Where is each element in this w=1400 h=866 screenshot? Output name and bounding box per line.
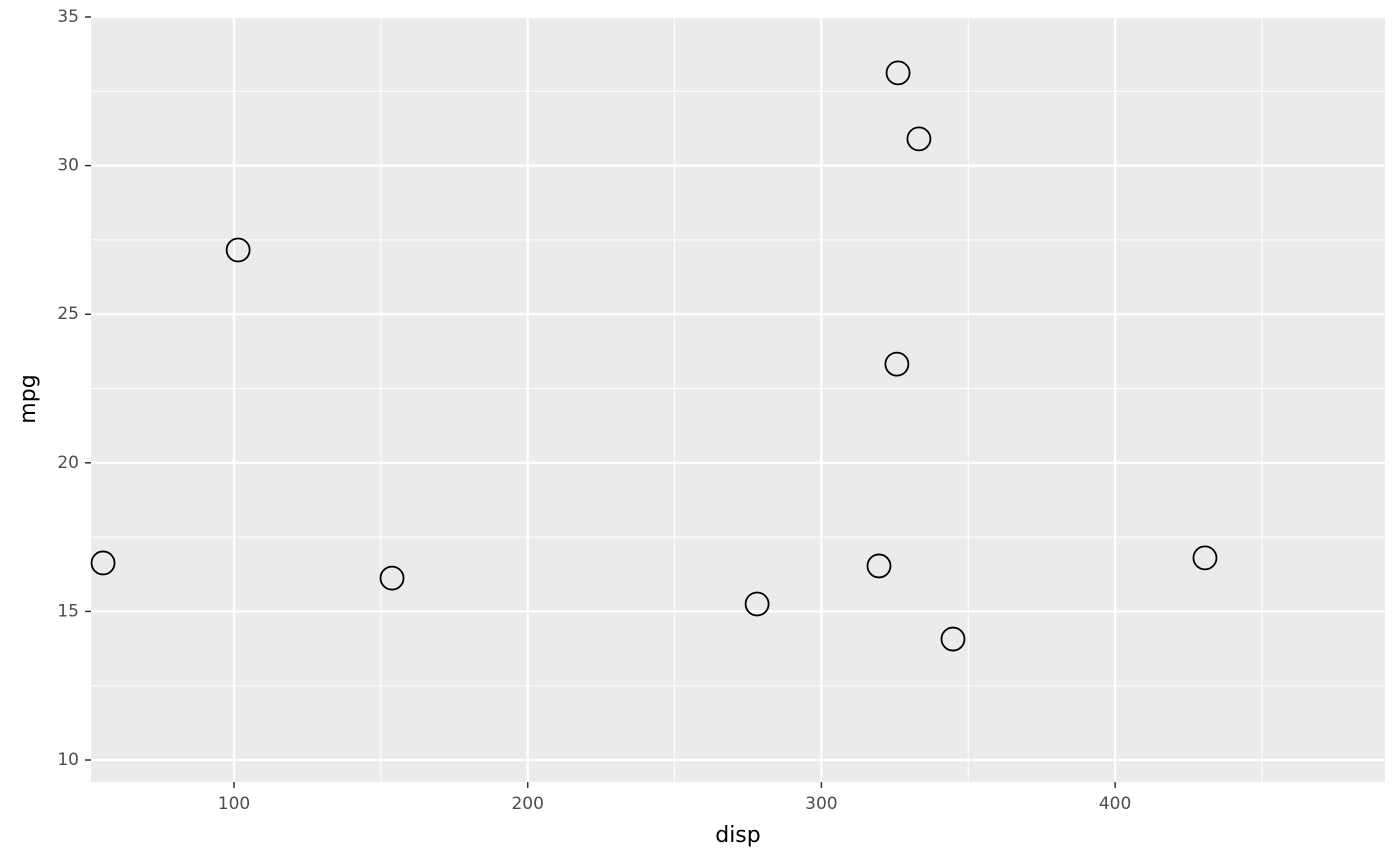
panel	[91, 17, 1385, 782]
point	[379, 565, 405, 591]
point	[1192, 545, 1218, 571]
point	[885, 60, 911, 86]
y-tick-label: 10	[57, 750, 79, 770]
point	[866, 553, 892, 579]
y-tick-label: 35	[57, 7, 79, 27]
x-axis-title: disp	[715, 823, 761, 848]
y-tick-label: 20	[57, 453, 79, 473]
point	[744, 591, 770, 617]
y-tick-label: 25	[57, 304, 79, 324]
x-tick-label: 200	[511, 794, 543, 814]
point	[225, 237, 251, 263]
y-tick-label: 15	[57, 601, 79, 621]
point	[940, 626, 966, 652]
point	[884, 351, 910, 377]
x-tick-label: 400	[1099, 794, 1131, 814]
y-tick-label: 30	[57, 156, 79, 176]
y-axis-title: mpg	[16, 374, 41, 423]
x-tick-label: 300	[805, 794, 837, 814]
point	[90, 550, 116, 576]
point	[906, 126, 932, 152]
x-tick-label: 100	[218, 794, 250, 814]
